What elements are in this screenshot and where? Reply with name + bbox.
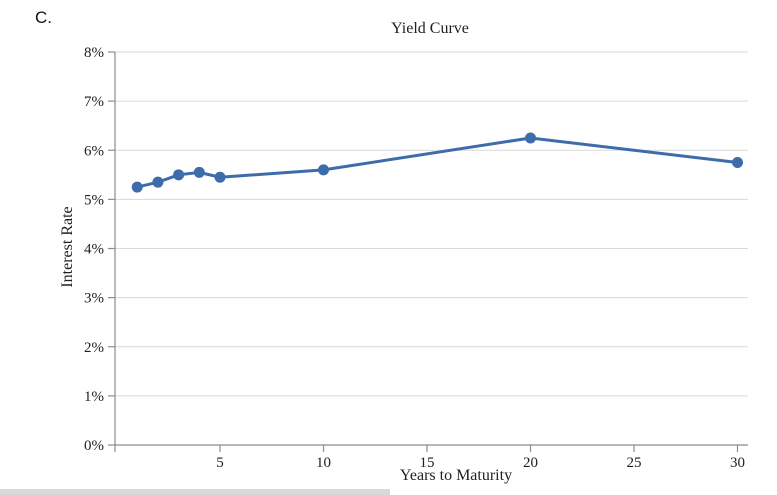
data-point-3yr (173, 169, 185, 181)
yield-curve-line (135, 136, 739, 189)
y-tick-label: 1% (84, 389, 104, 405)
item-label: C. (35, 8, 52, 27)
y-tick-label: 0% (84, 438, 104, 454)
data-point-4yr (193, 166, 205, 178)
y-tick-label: 5% (84, 192, 104, 208)
x-axis-title: Years to Maturity (399, 467, 513, 484)
y-tick-label: 2% (84, 340, 104, 356)
data-point-1yr (131, 181, 143, 193)
y-tick-label: 3% (84, 291, 104, 307)
data-point-20yr (525, 132, 536, 144)
y-tick-label: 8% (84, 45, 104, 61)
y-tick-label: 6% (84, 143, 104, 159)
x-tick-label: 5 (216, 455, 224, 471)
x-tick-label: 20 (523, 455, 538, 471)
x-tick-label: 10 (316, 455, 331, 471)
x-tick-label: 25 (627, 455, 642, 471)
bottom-edge-strip (0, 489, 390, 495)
y-tick-label: 7% (84, 94, 104, 110)
data-point-5yr (214, 171, 226, 183)
chart-title: Yield Curve (391, 20, 469, 37)
data-point-10yr (318, 164, 329, 176)
x-tick-label: 15 (420, 455, 435, 471)
y-tick-label: 4% (84, 242, 104, 258)
y-axis-title: Interest Rate (59, 206, 76, 288)
x-tick-label: 30 (730, 455, 745, 471)
data-point-2yr (152, 176, 164, 188)
data-point-30yr (732, 157, 743, 169)
